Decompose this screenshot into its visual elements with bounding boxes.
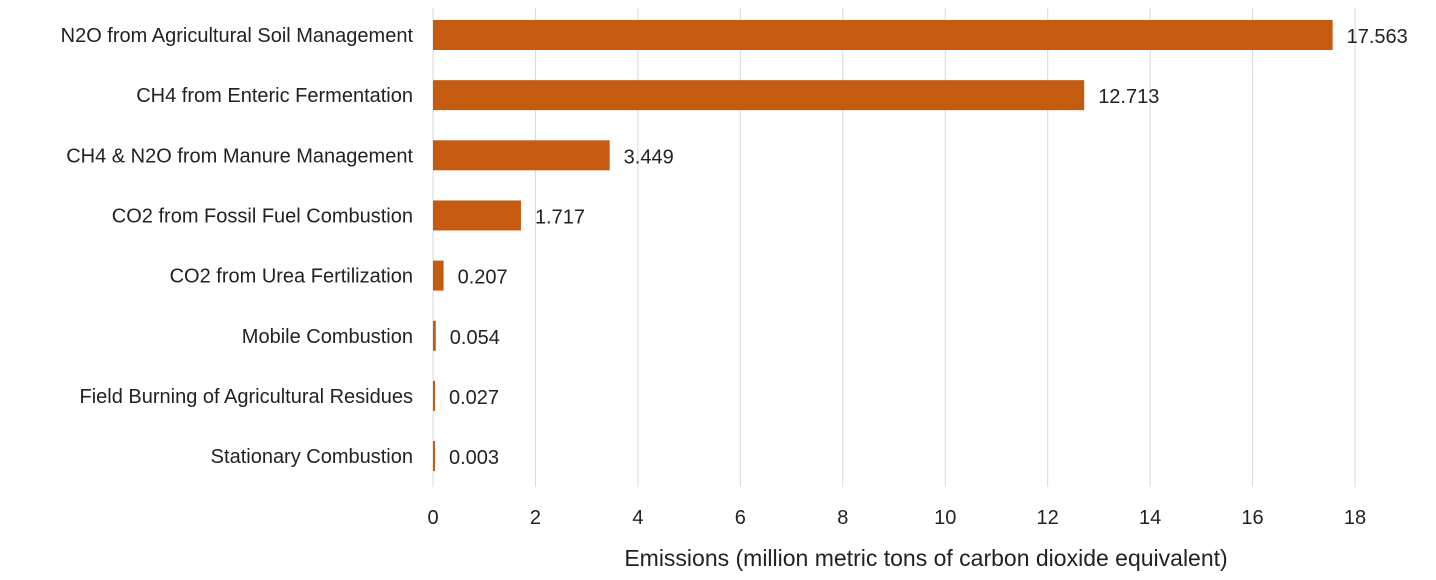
- bar-3: [433, 200, 521, 231]
- category-label-4: CO2 from Urea Fertilization: [170, 266, 413, 288]
- value-label-7: 0.003: [449, 447, 499, 469]
- x-tick-label-18: 18: [1344, 507, 1366, 529]
- bar-2: [433, 140, 610, 171]
- category-label-3: CO2 from Fossil Fuel Combustion: [112, 205, 413, 227]
- category-label-2: CH4 & N2O from Manure Management: [66, 145, 413, 167]
- bar-7: [433, 441, 435, 472]
- category-label-1: CH4 from Enteric Fermentation: [136, 85, 413, 107]
- value-label-5: 0.054: [450, 327, 500, 349]
- value-label-1: 12.713: [1098, 86, 1159, 108]
- value-labels: 17.563 12.713 3.449 1.717 0.207 0.054 0.027 0.0…: [449, 26, 1408, 469]
- bar-4: [433, 260, 444, 291]
- x-tick-label-0: 0: [427, 507, 438, 529]
- category-label-6: Field Burning of Agricultural Residues: [79, 386, 413, 408]
- x-tick-label-16: 16: [1241, 507, 1263, 529]
- x-tick-label-8: 8: [837, 507, 848, 529]
- category-labels: N2O from Agricultural Soil Management CH4…: [61, 25, 414, 468]
- bar-6: [433, 380, 435, 411]
- bars: [433, 20, 1333, 472]
- x-tick-label-10: 10: [934, 507, 956, 529]
- bar-1: [433, 80, 1085, 111]
- x-tick-label-6: 6: [735, 507, 746, 529]
- x-tick-label-12: 12: [1037, 507, 1059, 529]
- value-label-0: 17.563: [1347, 26, 1408, 48]
- x-tick-labels: 0 2 4 6 8 10 12 14 16 18: [427, 507, 1366, 529]
- category-label-7: Stationary Combustion: [211, 446, 413, 468]
- x-tick-label-14: 14: [1139, 507, 1161, 529]
- x-axis-title: Emissions (million metric tons of carbon…: [624, 545, 1227, 571]
- value-label-6: 0.027: [449, 387, 499, 409]
- bar-5: [433, 320, 436, 351]
- bar-0: [433, 20, 1333, 50]
- x-tick-label-2: 2: [530, 507, 541, 529]
- category-label-0: N2O from Agricultural Soil Management: [61, 25, 414, 47]
- x-tick-label-4: 4: [632, 507, 643, 529]
- value-label-3: 1.717: [535, 206, 585, 228]
- value-label-4: 0.207: [458, 267, 508, 289]
- gridlines: [432, 8, 1356, 487]
- value-label-2: 3.449: [624, 146, 674, 168]
- category-label-5: Mobile Combustion: [242, 326, 413, 348]
